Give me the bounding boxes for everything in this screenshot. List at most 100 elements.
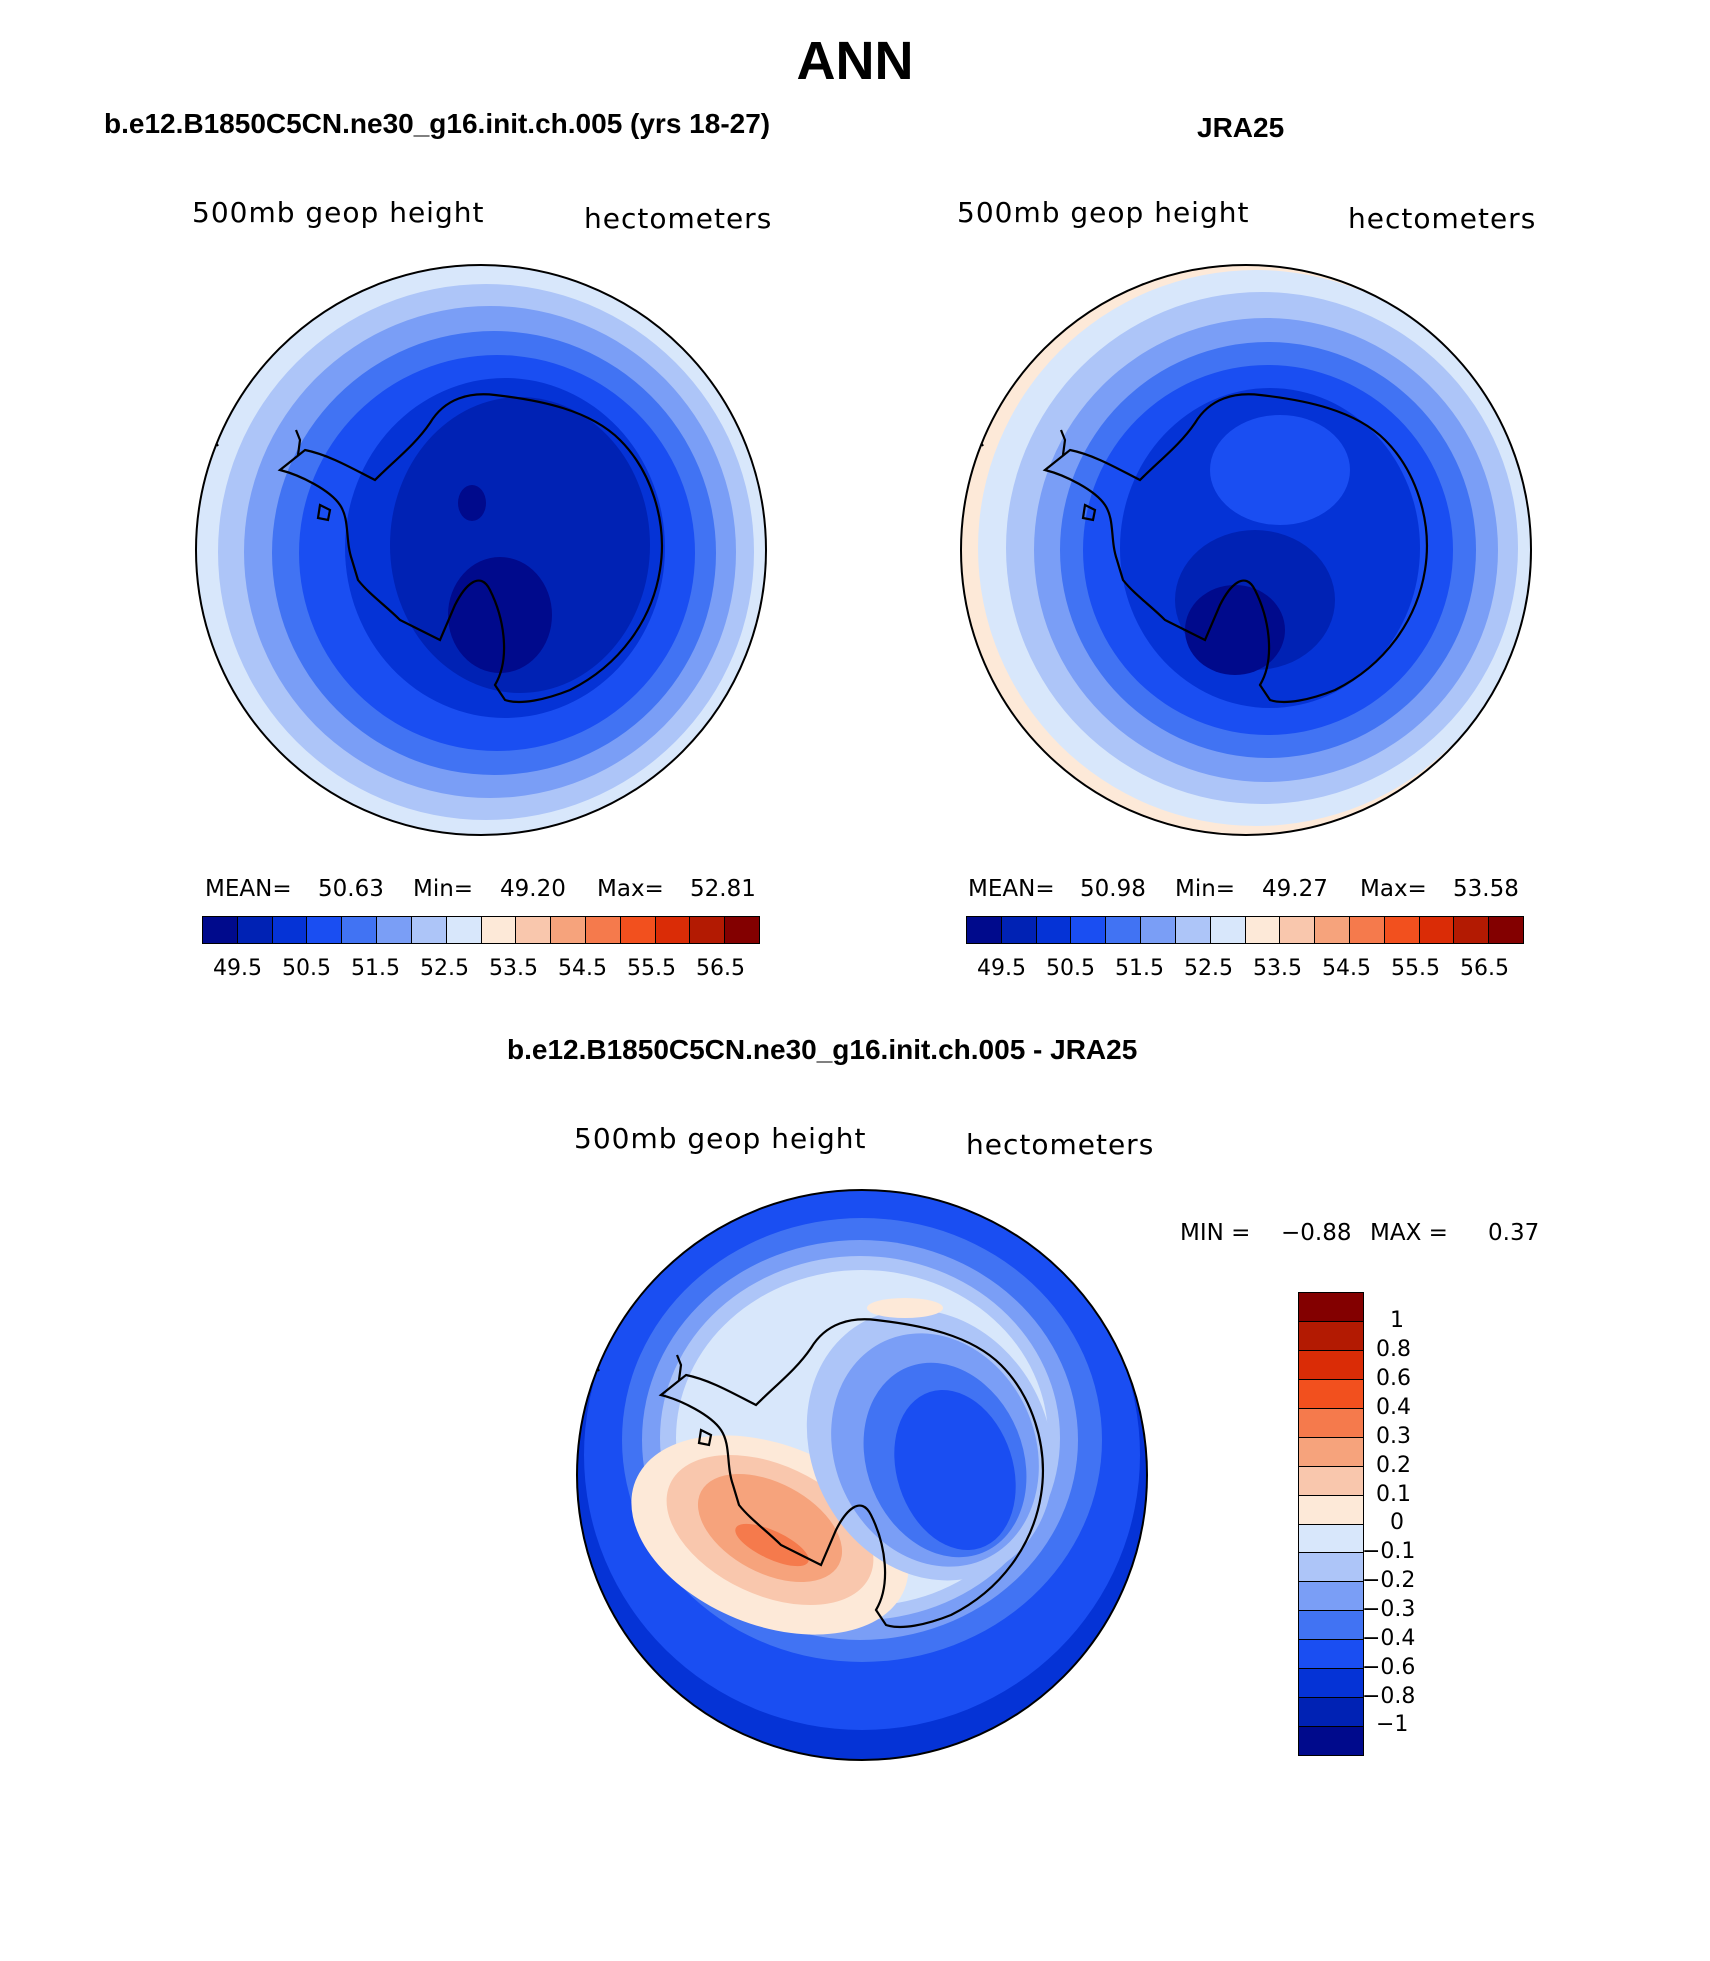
diff-tick-label: −0.1 [1362, 1539, 1416, 1564]
obs-mean-value: 50.98 [1080, 876, 1146, 902]
diff-variable-label: 500mb geop height [574, 1122, 867, 1155]
colorbar-swatch [1210, 917, 1246, 943]
colorbar-swatch [1299, 1727, 1363, 1755]
model-min-value: 49.20 [500, 876, 566, 902]
model-tick-label: 50.5 [282, 956, 331, 981]
colorbar-swatch [1299, 1350, 1363, 1380]
obs-max-label: Max= [1360, 876, 1427, 902]
diff-tick-label: −0.2 [1362, 1568, 1416, 1593]
diff-max-value: 0.37 [1488, 1220, 1540, 1246]
obs-variable-label: 500mb geop height [957, 196, 1250, 229]
colorbar-swatch [1299, 1582, 1363, 1612]
model-mean-value: 50.63 [318, 876, 384, 902]
colorbar-swatch [237, 917, 273, 943]
diff-panel-title: b.e12.B1850C5CN.ne30_g16.init.ch.005 - J… [507, 1034, 1138, 1065]
colorbar-swatch [1299, 1495, 1363, 1525]
colorbar-swatch [307, 917, 343, 943]
colorbar-swatch [1299, 1611, 1363, 1641]
colorbar-swatch [1299, 1408, 1363, 1438]
colorbar-swatch [1299, 1321, 1363, 1351]
obs-panel-title: JRA25 [1197, 112, 1285, 143]
diff-tick-label: 0.1 [1376, 1482, 1411, 1507]
colorbar-swatch [1245, 917, 1281, 943]
colorbar-swatch [1299, 1293, 1363, 1322]
model-tick-label: 49.5 [213, 956, 262, 981]
obs-tick-label: 56.5 [1460, 956, 1509, 981]
diff-tick-label: 0.8 [1376, 1337, 1411, 1362]
colorbar-swatch [1106, 917, 1142, 943]
diff-colorbar [1298, 1292, 1364, 1756]
diff-tick-label: −1 [1376, 1712, 1409, 1737]
figure-title: ANN [796, 31, 914, 91]
diff-tick-label: 0.4 [1376, 1395, 1411, 1420]
model-mean-label: MEAN= [205, 876, 292, 902]
obs-tick-label: 55.5 [1391, 956, 1440, 981]
obs-min-value: 49.27 [1262, 876, 1328, 902]
obs-max-value: 53.58 [1453, 876, 1519, 902]
model-min-label: Min= [413, 876, 474, 902]
colorbar-swatch [620, 917, 656, 943]
diff-tick-label: 0.2 [1376, 1453, 1411, 1478]
colorbar-swatch [446, 917, 482, 943]
colorbar-swatch [1349, 917, 1385, 943]
diff-tick-label: 0.3 [1376, 1424, 1411, 1449]
colorbar-swatch [551, 917, 586, 943]
obs-tick-label: 49.5 [977, 956, 1026, 981]
diff-tick-label: −0.8 [1362, 1684, 1416, 1709]
colorbar-swatch [585, 917, 621, 943]
obs-colorbar [966, 916, 1524, 944]
model-units-label: hectometers [584, 202, 773, 235]
model-tick-label: 54.5 [558, 956, 607, 981]
colorbar-swatch [1071, 917, 1107, 943]
obs-tick-label: 50.5 [1046, 956, 1095, 981]
diff-min-label: MIN = [1180, 1220, 1251, 1246]
colorbar-swatch [1299, 1379, 1363, 1409]
model-tick-label: 56.5 [696, 956, 745, 981]
colorbar-swatch [377, 917, 412, 943]
diff-units-label: hectometers [966, 1128, 1155, 1161]
colorbar-swatch [1299, 1669, 1363, 1699]
obs-tick-label: 54.5 [1322, 956, 1371, 981]
colorbar-swatch [1036, 917, 1072, 943]
colorbar-swatch [411, 917, 447, 943]
colorbar-swatch [481, 917, 517, 943]
colorbar-swatch [516, 917, 552, 943]
colorbar-swatch [690, 917, 726, 943]
diff-tick-label: −0.6 [1362, 1655, 1416, 1680]
model-max-value: 52.81 [690, 876, 756, 902]
colorbar-swatch [1299, 1553, 1363, 1583]
colorbar-swatch [1384, 917, 1420, 943]
obs-min-label: Min= [1175, 876, 1236, 902]
colorbar-swatch [1001, 917, 1037, 943]
colorbar-swatch [655, 917, 691, 943]
diff-tick-label: −0.3 [1362, 1597, 1416, 1622]
colorbar-swatch [1299, 1437, 1363, 1467]
colorbar-swatch [1175, 917, 1211, 943]
colorbar-swatch [725, 917, 759, 943]
colorbar-swatch [272, 917, 308, 943]
colorbar-swatch [1454, 917, 1490, 943]
diff-tick-label: −0.4 [1362, 1626, 1416, 1651]
colorbar-swatch [1141, 917, 1176, 943]
obs-tick-label: 51.5 [1115, 956, 1164, 981]
model-tick-label: 51.5 [351, 956, 400, 981]
colorbar-swatch [342, 917, 378, 943]
diff-tick-label: 1 [1390, 1308, 1404, 1333]
model-max-label: Max= [597, 876, 664, 902]
model-tick-label: 52.5 [420, 956, 469, 981]
model-tick-label: 53.5 [489, 956, 538, 981]
colorbar-swatch [967, 917, 1002, 943]
obs-tick-label: 52.5 [1184, 956, 1233, 981]
obs-units-label: hectometers [1348, 202, 1537, 235]
model-variable-label: 500mb geop height [192, 196, 485, 229]
obs-mean-label: MEAN= [968, 876, 1055, 902]
colorbar-swatch [1299, 1466, 1363, 1496]
diff-tick-label: 0 [1390, 1510, 1404, 1535]
diff-min-value: −0.88 [1281, 1220, 1352, 1246]
obs-tick-label: 53.5 [1253, 956, 1302, 981]
diff-tick-label: 0.6 [1376, 1366, 1411, 1391]
colorbar-swatch [1299, 1640, 1363, 1670]
